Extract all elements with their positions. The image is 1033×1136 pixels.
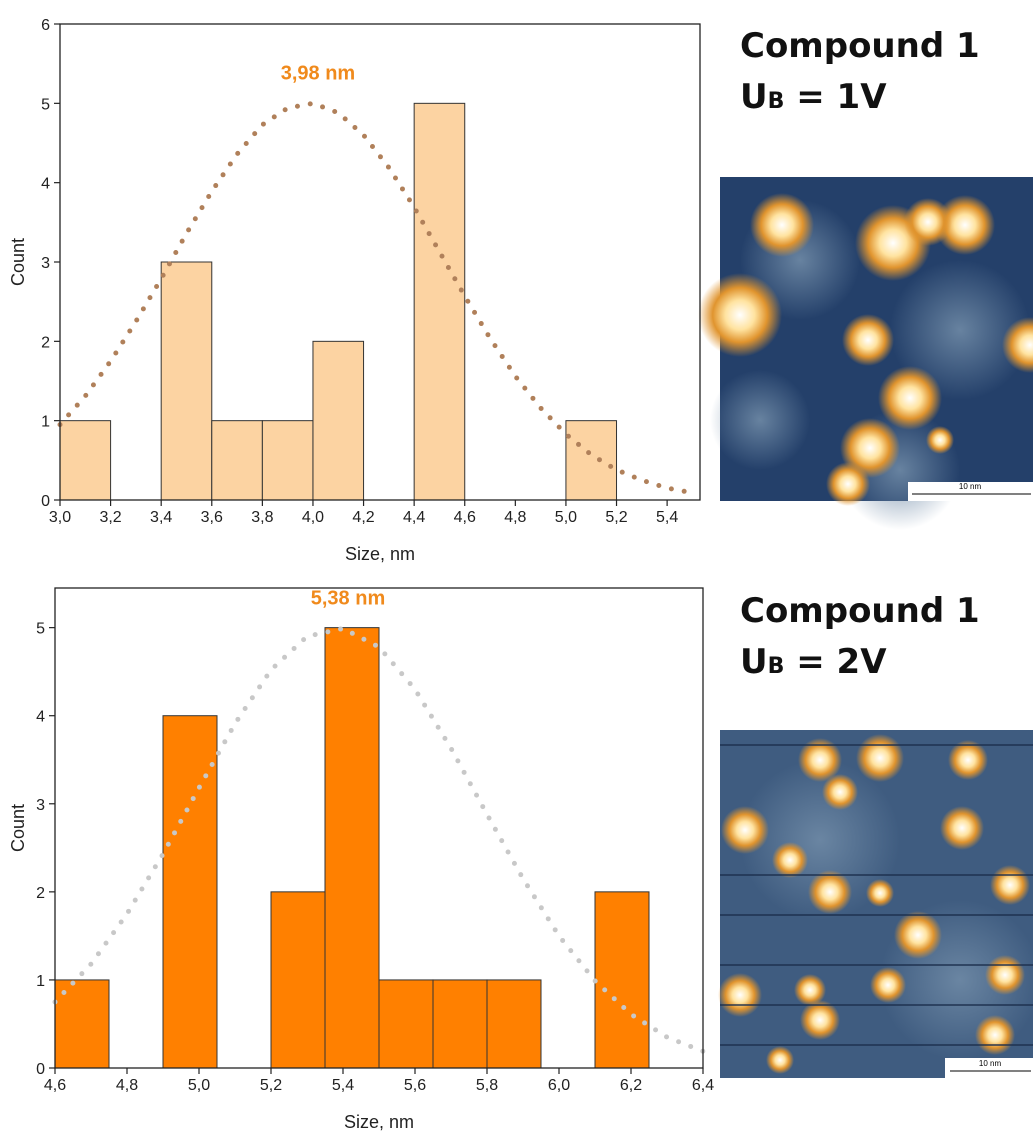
panel-title: Compound 1: [740, 591, 980, 631]
y-tick-label: 1: [41, 414, 50, 431]
x-tick-label: 4,6: [454, 509, 476, 526]
y-tick-label: 2: [36, 885, 45, 902]
y-axis-label: Count: [8, 804, 28, 852]
bar: [413, 102, 466, 501]
symbol: U: [740, 77, 768, 117]
chart: 5,38 nm 4,6 4,8 5,0 5,2 5,4 5,6 5,8 6,0 6,2 6,4 0 1 2…: [8, 587, 714, 1132]
bar: [162, 715, 218, 1069]
x-tick-label: 6,0: [548, 1077, 570, 1094]
x-tick-label: 4,4: [403, 509, 425, 526]
y-tick-label: 2: [41, 334, 50, 351]
bar: [432, 979, 488, 1069]
y-tick-label: 4: [36, 709, 45, 726]
subscript: B: [768, 654, 785, 679]
x-tick-label: 5,0: [555, 509, 577, 526]
y-tick-label: 3: [41, 255, 50, 272]
scale-bar-label: 10 nm: [959, 482, 982, 491]
bar: [378, 979, 434, 1069]
condition: = 2V: [784, 642, 887, 682]
bar: [261, 420, 314, 501]
annotation: 3,98 nm: [281, 62, 355, 84]
x-tick-label: 5,2: [260, 1077, 282, 1094]
annotation: 5,38 nm: [311, 588, 385, 610]
x-tick-label: 5,6: [404, 1077, 426, 1094]
symbol: U: [740, 642, 768, 682]
scale-bar-label: 10 nm: [979, 1059, 1002, 1068]
y-axis-label: Count: [8, 238, 28, 286]
y-tick-label: 6: [41, 17, 50, 34]
x-tick-label: 5,2: [605, 509, 627, 526]
bar: [594, 891, 650, 1069]
x-axis-label: Size, nm: [345, 544, 415, 564]
y-tick-label: 0: [41, 493, 50, 510]
y-tick-label: 5: [36, 621, 45, 638]
y-tick-label: 0: [36, 1061, 45, 1078]
x-tick-label: 4,0: [302, 509, 324, 526]
x-tick-label: 6,4: [692, 1077, 714, 1094]
chart: 3,98 nm 3,0 3,2 3,4 3,6 3,8 4,0 4,2 4,4 4,6 4,8 5,0…: [8, 17, 701, 564]
x-tick-label: 3,4: [150, 509, 172, 526]
x-tick-label: 3,8: [251, 509, 273, 526]
plot-frame: [54, 587, 704, 1069]
x-tick-label: 5,8: [476, 1077, 498, 1094]
subscript: B: [768, 89, 785, 114]
bar: [565, 420, 618, 501]
bar: [312, 340, 365, 501]
x-tick-label: 4,8: [504, 509, 526, 526]
bar: [160, 261, 213, 501]
y-tick-label: 3: [36, 797, 45, 814]
bar: [211, 420, 263, 501]
x-tick-label: 4,6: [44, 1077, 66, 1094]
stm-image: 10 nm: [698, 177, 1033, 530]
y-tick-label: 1: [36, 973, 45, 990]
x-tick-label: 6,2: [620, 1077, 642, 1094]
panel-condition: UB = 2V: [740, 642, 887, 682]
y-tick-label: 5: [41, 96, 50, 113]
x-tick-label: 4,8: [116, 1077, 138, 1094]
x-tick-label: 5,0: [188, 1077, 210, 1094]
y-tick-label: 4: [41, 176, 50, 193]
panel-condition: UB = 1V: [740, 77, 887, 117]
x-tick-label: 3,6: [201, 509, 223, 526]
fit-curve: [52, 625, 706, 1054]
x-tick-label: 3,2: [99, 509, 121, 526]
bar: [59, 420, 112, 501]
x-tick-label: 5,4: [656, 509, 678, 526]
bar: [270, 891, 326, 1069]
x-tick-label: 5,4: [332, 1077, 354, 1094]
fit-curve: [57, 100, 695, 496]
bar: [324, 627, 380, 1069]
panel-title: Compound 1: [740, 26, 980, 66]
x-axis-label: Size, nm: [344, 1112, 414, 1131]
bar: [486, 979, 542, 1069]
condition: = 1V: [784, 77, 887, 117]
x-tick-label: 4,2: [352, 509, 374, 526]
stm-image: 10 nm: [718, 730, 1033, 1078]
x-tick-label: 3,0: [49, 509, 71, 526]
